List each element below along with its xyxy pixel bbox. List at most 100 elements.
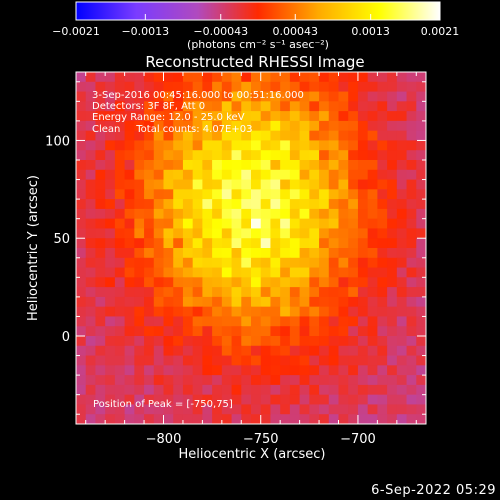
heatmap-cell <box>85 179 97 190</box>
heatmap-cell <box>192 169 203 181</box>
annotation-peak-position: Position of Peak = [-750,75] <box>93 399 233 410</box>
heatmap-cell <box>328 130 340 142</box>
colorbar-tick-label: −0.0013 <box>121 25 169 38</box>
heatmap-cell <box>387 150 398 161</box>
heatmap-cell <box>134 72 145 83</box>
heatmap-cell <box>319 169 330 181</box>
heatmap-cell <box>377 189 388 200</box>
heatmap-cell <box>309 160 320 171</box>
heatmap-cell <box>270 120 281 132</box>
heatmap-cell <box>348 81 359 93</box>
heatmap-cell <box>202 169 213 181</box>
heatmap-cell <box>85 287 97 298</box>
heatmap-cell <box>251 365 262 376</box>
heatmap-cell <box>221 238 233 249</box>
heatmap-cell <box>192 277 203 288</box>
heatmap-cell <box>270 277 281 288</box>
heatmap-cell <box>114 384 126 396</box>
heatmap-cell <box>357 91 369 102</box>
heatmap-cell <box>280 355 291 366</box>
heatmap-cell <box>319 296 330 308</box>
heatmap-cell <box>309 179 320 190</box>
heatmap-cell <box>367 414 378 424</box>
heatmap-cell <box>134 404 145 415</box>
heatmap-cell <box>309 248 320 259</box>
heatmap-cell <box>144 228 155 239</box>
heatmap-cell <box>280 140 291 151</box>
heatmap-cell <box>231 72 242 83</box>
heatmap-cell <box>192 248 203 259</box>
heatmap-cell <box>221 228 233 239</box>
heatmap-cell <box>202 365 213 376</box>
heatmap-cell <box>231 199 242 210</box>
heatmap-cell <box>241 326 252 337</box>
heatmap-cell <box>85 345 97 357</box>
heatmap-cell <box>114 257 126 269</box>
heatmap-cell <box>357 394 369 406</box>
heatmap-cell <box>270 326 281 337</box>
heatmap-cell <box>406 355 417 366</box>
heatmap-cell <box>416 345 426 357</box>
heatmap-cell <box>192 355 203 366</box>
heatmap-cell <box>416 287 426 298</box>
heatmap-cell <box>319 81 330 93</box>
heatmap-cell <box>251 306 262 318</box>
heatmap-cell <box>134 140 145 151</box>
heatmap-cell <box>221 91 233 102</box>
heatmap-cell <box>406 384 417 396</box>
heatmap-cell <box>280 81 291 93</box>
heatmap-cell <box>124 228 135 239</box>
heatmap-cell <box>173 277 184 288</box>
colorbar-tick-label: −0.0021 <box>52 25 100 38</box>
heatmap-cell <box>76 365 87 376</box>
heatmap-cell <box>348 248 359 259</box>
heatmap-cell <box>134 238 145 249</box>
heatmap-cell <box>182 345 194 357</box>
heatmap-cell <box>328 345 340 357</box>
heatmap-cell <box>367 140 378 151</box>
heatmap-cell <box>338 404 349 415</box>
heatmap-cell <box>163 414 174 424</box>
heatmap-cell <box>134 355 145 366</box>
heatmap-cell <box>387 238 398 249</box>
heatmap-cell <box>124 238 135 249</box>
heatmap-cell <box>144 375 155 386</box>
heatmap-cell <box>348 257 359 269</box>
heatmap-cell <box>85 296 97 308</box>
heatmap-cell <box>357 248 369 259</box>
heatmap-cell <box>406 414 417 424</box>
heatmap-cell <box>406 199 417 210</box>
heatmap-cell <box>367 101 378 112</box>
heatmap-cell <box>348 326 359 337</box>
heatmap-cell <box>192 218 203 230</box>
heatmap-cell <box>76 150 87 161</box>
heatmap-cell <box>182 111 194 122</box>
heatmap-cell <box>114 404 126 415</box>
heatmap-cell <box>260 306 272 318</box>
heatmap-cell <box>114 326 126 337</box>
heatmap-cell <box>328 336 340 347</box>
heatmap-cell <box>260 140 272 151</box>
heatmap-cell <box>105 404 116 415</box>
heatmap-cell <box>221 394 233 406</box>
heatmap-cell <box>134 306 145 318</box>
heatmap-cell <box>338 72 349 83</box>
heatmap-cell <box>95 218 106 230</box>
heatmap-cell <box>251 130 262 142</box>
heatmap-cell <box>251 160 262 171</box>
heatmap-cell <box>212 72 223 83</box>
heatmap-cell <box>212 150 223 161</box>
heatmap-cell <box>153 140 165 151</box>
heatmap-cell <box>182 248 194 259</box>
heatmap-cell <box>251 404 262 415</box>
annotation-detectors: Detectors: 3F 8F, Att 0 <box>92 101 205 112</box>
heatmap-cell <box>192 130 203 142</box>
heatmap-cell <box>241 345 252 357</box>
heatmap-cell <box>134 81 145 93</box>
heatmap-cell <box>85 150 97 161</box>
heatmap-cell <box>182 140 194 151</box>
heatmap-cell <box>241 365 252 376</box>
heatmap-cell <box>416 81 426 93</box>
heatmap-cell <box>377 384 388 396</box>
heatmap-cell <box>231 336 242 347</box>
